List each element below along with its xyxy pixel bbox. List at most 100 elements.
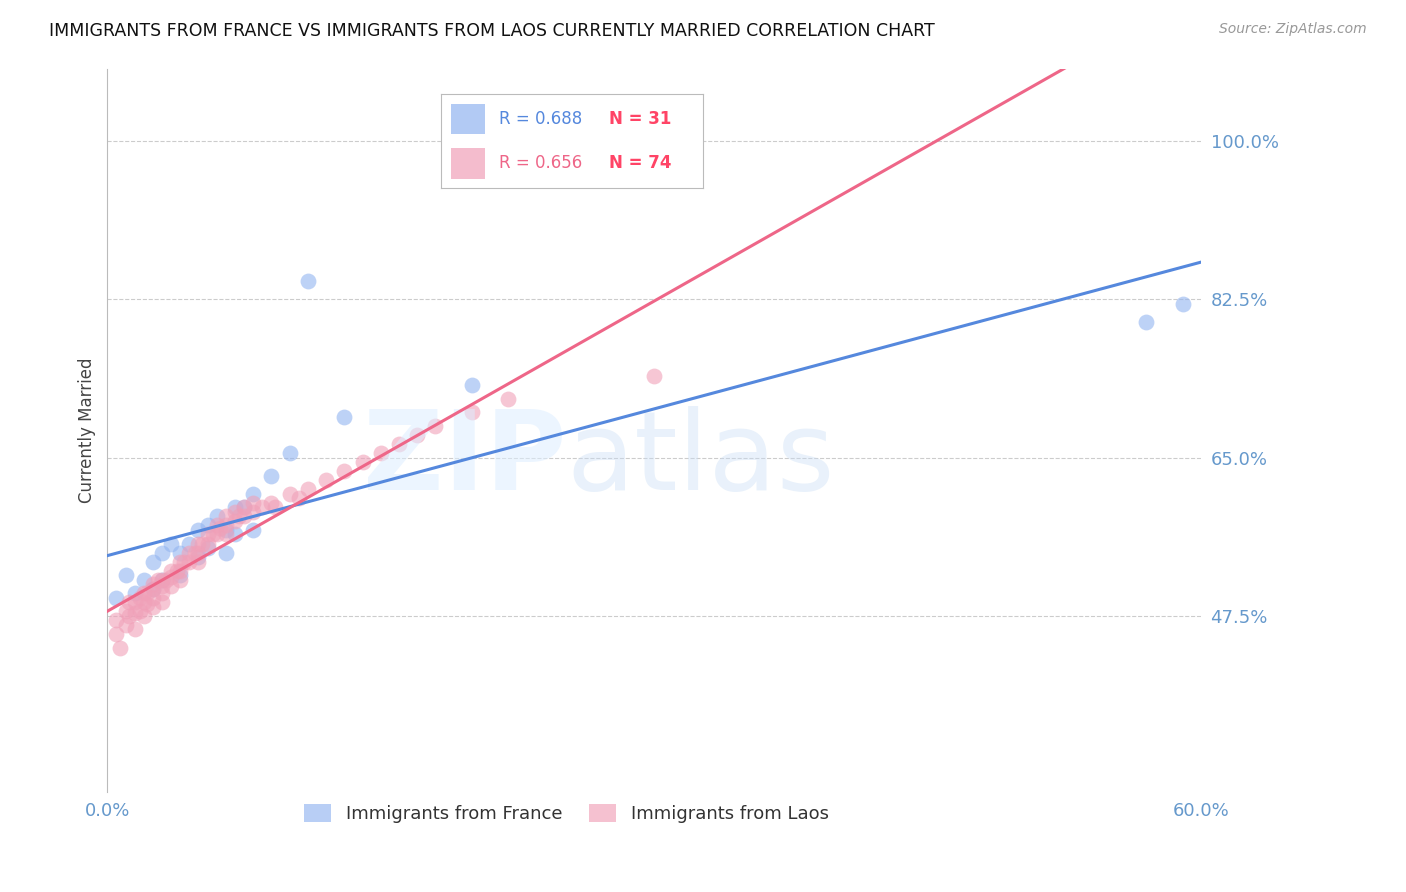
Point — [124, 623, 146, 637]
Point — [150, 573, 173, 587]
Point — [242, 523, 264, 537]
Point — [205, 527, 228, 541]
Point — [155, 573, 177, 587]
Point — [108, 640, 131, 655]
Point — [498, 392, 520, 406]
Point — [278, 446, 301, 460]
Point — [179, 545, 201, 559]
Point — [187, 545, 209, 559]
Point — [252, 500, 274, 515]
Point — [197, 518, 219, 533]
Point — [105, 614, 128, 628]
Point — [242, 487, 264, 501]
Point — [224, 514, 246, 528]
Point — [129, 591, 152, 605]
Point — [187, 555, 209, 569]
Point — [264, 500, 287, 515]
Point — [260, 468, 283, 483]
Text: ZIP: ZIP — [363, 406, 567, 513]
Point — [150, 595, 173, 609]
Point — [215, 518, 238, 533]
Point — [406, 428, 429, 442]
Point — [142, 599, 165, 614]
Point — [148, 573, 170, 587]
Point — [233, 500, 256, 515]
Point — [124, 606, 146, 620]
Point — [132, 573, 155, 587]
Point — [136, 586, 159, 600]
Point — [169, 545, 191, 559]
Point — [118, 595, 141, 609]
Point — [242, 505, 264, 519]
Point — [114, 618, 136, 632]
Point — [132, 586, 155, 600]
Point — [215, 523, 238, 537]
Point — [118, 608, 141, 623]
Point — [160, 579, 183, 593]
Point — [333, 464, 356, 478]
Point — [224, 500, 246, 515]
Point — [191, 536, 214, 550]
Point — [142, 582, 165, 596]
Point — [461, 405, 484, 419]
Point — [643, 369, 665, 384]
Point — [142, 591, 165, 605]
Point — [197, 541, 219, 555]
Point — [233, 500, 256, 515]
Point — [278, 487, 301, 501]
Point — [388, 437, 411, 451]
Point — [136, 597, 159, 611]
Point — [105, 591, 128, 605]
Point — [224, 505, 246, 519]
Point — [150, 579, 173, 593]
Point — [197, 536, 219, 550]
Point — [179, 536, 201, 550]
Point — [352, 455, 374, 469]
Point — [425, 418, 447, 433]
Point — [224, 527, 246, 541]
Point — [129, 604, 152, 618]
Point — [166, 564, 188, 578]
Point — [242, 496, 264, 510]
Point — [169, 573, 191, 587]
Y-axis label: Currently Married: Currently Married — [79, 358, 96, 503]
Point — [333, 409, 356, 424]
Point — [315, 473, 337, 487]
Point — [142, 555, 165, 569]
Point — [1135, 315, 1157, 329]
Point — [150, 586, 173, 600]
Point — [184, 545, 207, 559]
Point — [124, 586, 146, 600]
Point — [105, 627, 128, 641]
Point — [209, 521, 232, 535]
Text: IMMIGRANTS FROM FRANCE VS IMMIGRANTS FROM LAOS CURRENTLY MARRIED CORRELATION CHA: IMMIGRANTS FROM FRANCE VS IMMIGRANTS FRO… — [49, 22, 935, 40]
Text: Source: ZipAtlas.com: Source: ZipAtlas.com — [1219, 22, 1367, 37]
Point — [187, 536, 209, 550]
Point — [297, 274, 319, 288]
Point — [114, 604, 136, 618]
Point — [132, 608, 155, 623]
Point — [287, 491, 309, 506]
Point — [124, 595, 146, 609]
Point — [160, 570, 183, 584]
Point — [114, 568, 136, 582]
Point — [461, 378, 484, 392]
Point — [150, 545, 173, 559]
Point — [215, 509, 238, 524]
Point — [160, 536, 183, 550]
Point — [142, 582, 165, 596]
Point — [169, 555, 191, 569]
Point — [1171, 297, 1194, 311]
Point — [179, 555, 201, 569]
Legend: Immigrants from France, Immigrants from Laos: Immigrants from France, Immigrants from … — [297, 797, 837, 830]
Point — [169, 564, 191, 578]
Point — [187, 523, 209, 537]
Point — [215, 545, 238, 559]
Point — [228, 509, 250, 524]
Point — [233, 509, 256, 524]
Point — [205, 509, 228, 524]
Point — [202, 527, 225, 541]
Point — [142, 577, 165, 591]
Point — [160, 564, 183, 578]
Point — [297, 482, 319, 496]
